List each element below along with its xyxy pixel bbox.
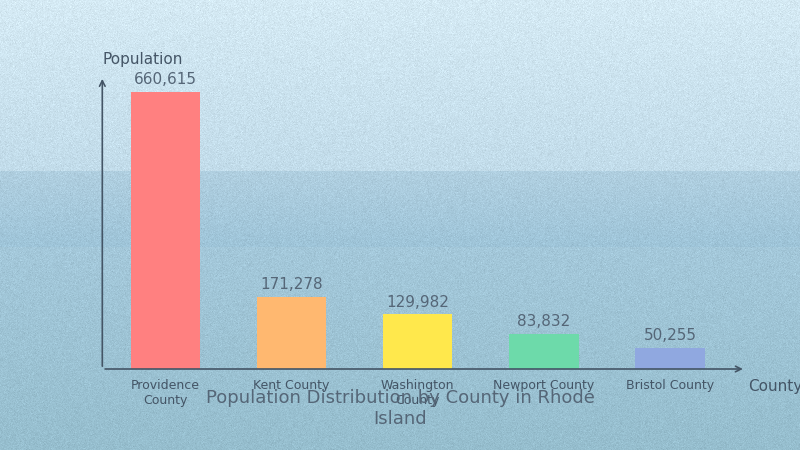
Bar — [509, 334, 578, 369]
Text: 50,255: 50,255 — [643, 328, 697, 343]
Text: County: County — [748, 379, 800, 394]
Text: Population: Population — [102, 52, 182, 67]
Bar — [383, 315, 452, 369]
Text: 171,278: 171,278 — [260, 277, 323, 292]
Bar — [130, 91, 200, 369]
Bar — [257, 297, 326, 369]
Text: Population Distribution by County in Rhode
Island: Population Distribution by County in Rho… — [206, 389, 594, 428]
Text: 129,982: 129,982 — [386, 295, 449, 310]
Text: 660,615: 660,615 — [134, 72, 197, 87]
Bar — [635, 348, 705, 369]
Text: 83,832: 83,832 — [518, 314, 570, 329]
